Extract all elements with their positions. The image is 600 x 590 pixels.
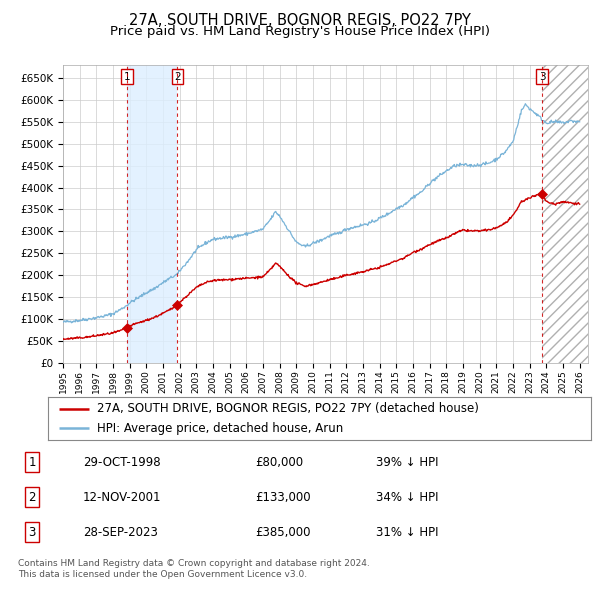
Text: Price paid vs. HM Land Registry's House Price Index (HPI): Price paid vs. HM Land Registry's House … [110,25,490,38]
Text: £133,000: £133,000 [255,490,311,504]
Text: 2: 2 [28,490,36,504]
Text: 1: 1 [28,455,36,468]
Text: Contains HM Land Registry data © Crown copyright and database right 2024.
This d: Contains HM Land Registry data © Crown c… [18,559,370,579]
Text: £385,000: £385,000 [255,526,310,539]
Text: 27A, SOUTH DRIVE, BOGNOR REGIS, PO22 7PY: 27A, SOUTH DRIVE, BOGNOR REGIS, PO22 7PY [129,13,471,28]
Text: 27A, SOUTH DRIVE, BOGNOR REGIS, PO22 7PY (detached house): 27A, SOUTH DRIVE, BOGNOR REGIS, PO22 7PY… [97,402,479,415]
Text: 12-NOV-2001: 12-NOV-2001 [83,490,161,504]
Text: 34% ↓ HPI: 34% ↓ HPI [376,490,439,504]
Text: HPI: Average price, detached house, Arun: HPI: Average price, detached house, Arun [97,422,343,435]
Text: 31% ↓ HPI: 31% ↓ HPI [376,526,439,539]
Text: 3: 3 [28,526,36,539]
Text: £80,000: £80,000 [255,455,303,468]
Text: 2: 2 [174,72,181,82]
Text: 39% ↓ HPI: 39% ↓ HPI [376,455,439,468]
Text: 28-SEP-2023: 28-SEP-2023 [83,526,158,539]
Bar [127,65,178,363]
Text: 1: 1 [124,72,130,82]
Bar [542,65,596,363]
Text: 29-OCT-1998: 29-OCT-1998 [83,455,160,468]
Bar [542,65,596,363]
Text: 3: 3 [539,72,545,82]
